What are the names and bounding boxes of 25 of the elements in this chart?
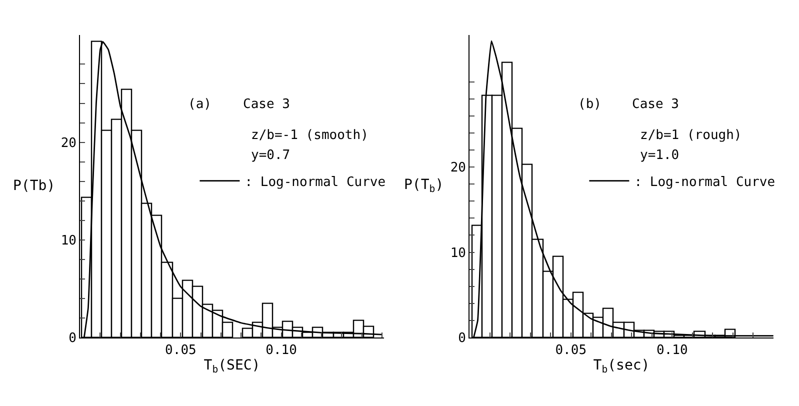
x-tick-label: 0.05 — [555, 343, 587, 358]
y-tick-label: 20 — [450, 160, 466, 176]
annotation: Case 3 — [243, 97, 290, 112]
legend-label: : Log-normal Curve — [634, 174, 776, 190]
legend-label: : Log-normal Curve — [244, 174, 386, 190]
y-tick-label: 0 — [458, 331, 466, 346]
y-tick-label: 20 — [60, 136, 77, 151]
y-tick-label: 0 — [68, 331, 77, 346]
y-tick-label: 10 — [450, 246, 466, 261]
annotation: y=0.7 — [251, 148, 290, 163]
y-axis-title: P(Tb) — [13, 178, 56, 194]
x-tick-label: 0.10 — [656, 343, 688, 358]
x-axis-title: T$_{b}$(sec) — [593, 357, 650, 376]
annotation: (a) — [188, 97, 212, 112]
annotation: (b) — [578, 97, 602, 112]
x-tick-label: 0.05 — [165, 343, 196, 358]
x-tick-label: 0.10 — [266, 343, 297, 358]
line-series — [83, 41, 383, 338]
annotation: Case 3 — [632, 97, 679, 112]
annotation: y=1.0 — [640, 148, 680, 163]
annotation: z/b=1 (rough) — [640, 128, 742, 143]
annotation: z/b=-1 (smooth) — [251, 128, 368, 143]
y-axis-title: P(T$_{b}$) — [404, 177, 444, 195]
x-axis-title: T$_{b}$(SEC) — [204, 357, 260, 376]
y-tick-label: 10 — [60, 233, 77, 248]
